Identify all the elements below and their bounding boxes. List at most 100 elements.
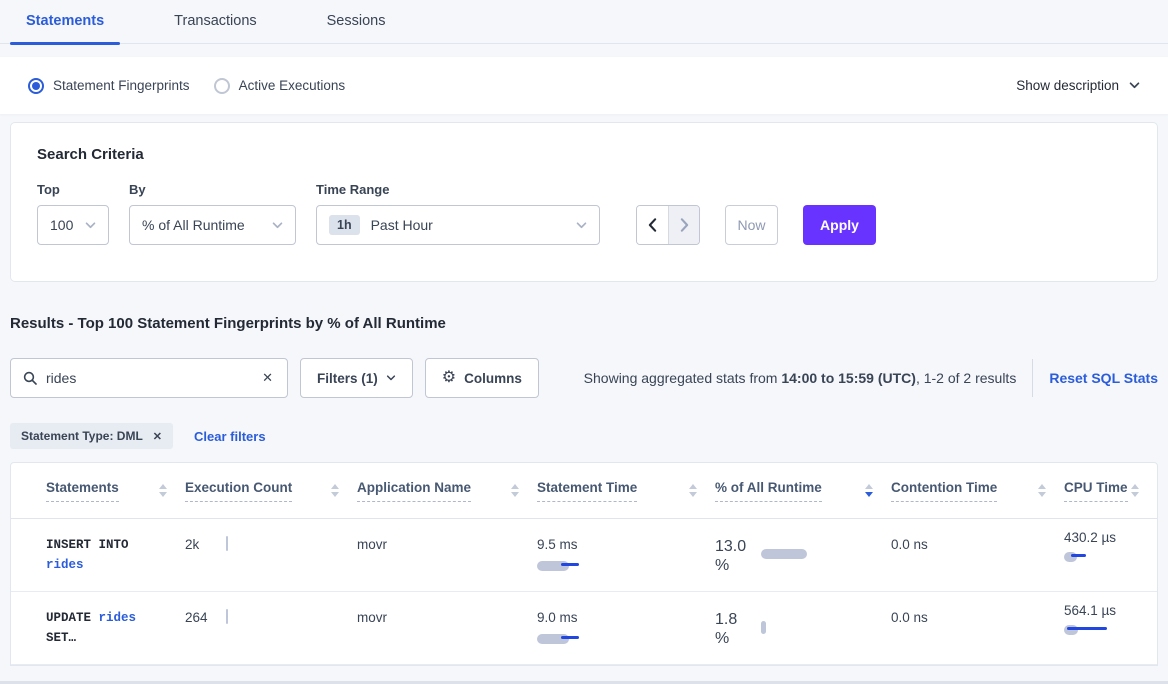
execution-count-bar [226, 536, 228, 551]
top-select[interactable]: 100 [37, 205, 109, 245]
execution-count-bar [226, 609, 228, 624]
contention-time-cell: 0.0 ns [891, 537, 928, 552]
chevron-down-icon [386, 375, 395, 381]
search-input[interactable] [46, 370, 261, 386]
cpu-time-cell: 430.2 µs [1064, 519, 1157, 592]
cpu-time-bar [1064, 549, 1086, 562]
contention-time-cell: 0.0 ns [891, 610, 928, 625]
previous-interval-button[interactable] [637, 206, 668, 244]
sort-icon[interactable] [331, 484, 339, 497]
stats-summary: Showing aggregated stats from 14:00 to 1… [584, 370, 1017, 386]
search-criteria-title: Search Criteria [37, 146, 144, 163]
filters-button-label: Filters (1) [317, 370, 378, 386]
next-interval-button[interactable] [668, 206, 699, 244]
tab-statements[interactable]: Statements [10, 13, 121, 45]
application-name-cell: movr [357, 610, 387, 625]
statement-link[interactable]: rides [98, 611, 137, 625]
chevron-right-icon [680, 218, 688, 232]
application-name-cell: movr [357, 537, 387, 552]
time-range-field: Time Range 1h Past Hour [316, 182, 600, 245]
header-statements: Statements [46, 480, 185, 502]
statement-fingerprint-cell: INSERT INTO rides [46, 538, 129, 572]
reset-sql-stats-link[interactable]: Reset SQL Stats [1049, 370, 1158, 386]
view-radio-group: Statement Fingerprints Active Executions [28, 77, 346, 94]
remove-filter-icon[interactable]: ✕ [152, 430, 163, 443]
stats-time-range: 14:00 to 15:59 (UTC) [781, 370, 916, 386]
statement-time-bar [537, 558, 579, 571]
by-field: By % of All Runtime [129, 182, 296, 245]
top-select-value: 100 [50, 217, 74, 233]
header-contention-time: Contention Time [891, 480, 1064, 502]
sort-icon[interactable] [159, 484, 167, 497]
columns-button-label: Columns [464, 370, 522, 386]
clear-filters-link[interactable]: Clear filters [194, 428, 266, 444]
radio-active-executions[interactable]: Active Executions [213, 77, 346, 94]
clear-search-icon[interactable]: ✕ [262, 370, 273, 385]
filter-chip-row: Statement Type: DML ✕ Clear filters [10, 423, 1158, 449]
sort-icon[interactable] [1038, 484, 1046, 497]
top-label: Top [37, 182, 60, 197]
vertical-divider [1032, 359, 1034, 397]
tab-sessions[interactable]: Sessions [311, 13, 402, 43]
gear-icon: ⚙ [441, 369, 457, 386]
time-range-badge: 1h [329, 215, 360, 235]
sort-icon[interactable] [865, 484, 873, 497]
table-row[interactable]: INSERT INTO rides 2k movr 9.5 ms 13.0 % … [11, 519, 1157, 592]
apply-button[interactable]: Apply [803, 205, 876, 245]
sort-icon[interactable] [1131, 484, 1139, 497]
time-range-value: Past Hour [370, 217, 433, 233]
show-description-toggle[interactable]: Show description [1016, 78, 1140, 93]
pct-runtime-bar [761, 547, 807, 560]
tab-statements-label: Statements [26, 13, 105, 29]
chevron-down-icon [272, 221, 283, 228]
results-heading: Results - Top 100 Statement Fingerprints… [10, 315, 446, 332]
header-execution-count: Execution Count [185, 480, 357, 502]
radio-active-executions-label: Active Executions [238, 78, 346, 93]
tab-transactions-label: Transactions [174, 13, 257, 29]
columns-button[interactable]: ⚙ Columns [424, 358, 539, 398]
time-range-select[interactable]: 1h Past Hour [316, 205, 600, 245]
statement-time-cell: 9.0 ms [537, 592, 715, 665]
sort-icon[interactable] [511, 484, 519, 497]
pct-runtime-bar [761, 620, 766, 634]
execution-count-cell: 264 [185, 592, 357, 665]
filter-chip-label: Statement Type: DML [21, 429, 143, 443]
sort-icon[interactable] [689, 484, 697, 497]
now-button[interactable]: Now [725, 205, 778, 245]
execution-count-cell: 2k [185, 519, 357, 592]
cpu-time-bar [1064, 622, 1107, 635]
by-label: By [129, 182, 146, 197]
filters-button[interactable]: Filters (1) [300, 358, 413, 398]
search-box: ✕ [10, 358, 288, 398]
by-select-value: % of All Runtime [142, 217, 245, 233]
statement-link[interactable]: rides [46, 558, 84, 572]
radio-statement-fingerprints-label: Statement Fingerprints [53, 78, 190, 93]
statement-fingerprint-cell: UPDATE rides SET… [46, 611, 137, 645]
bottom-edge-strip [0, 681, 1168, 684]
statements-table: Statements Execution Count Application N… [10, 462, 1158, 666]
top-field: Top 100 [37, 182, 109, 245]
table-row[interactable]: UPDATE rides SET… 264 movr 9.0 ms 1.8 % … [11, 592, 1157, 665]
chevron-down-icon [576, 221, 587, 228]
view-toggle-bar: Statement Fingerprints Active Executions… [0, 57, 1168, 114]
header-application-name: Application Name [357, 480, 537, 502]
radio-unselected-icon [213, 77, 230, 94]
header-statement-time: Statement Time [537, 480, 715, 502]
tab-sessions-label: Sessions [326, 13, 386, 29]
statement-time-bar [537, 631, 579, 644]
header-pct-runtime: % of All Runtime [715, 480, 891, 502]
filter-chip: Statement Type: DML ✕ [10, 423, 174, 449]
header-cpu-time: CPU Time [1064, 480, 1157, 502]
pct-runtime-cell: 13.0 % [715, 519, 891, 592]
radio-statement-fingerprints[interactable]: Statement Fingerprints [28, 77, 190, 94]
time-step-group [636, 205, 700, 245]
by-select[interactable]: % of All Runtime [129, 205, 296, 245]
pct-runtime-cell: 1.8 % [715, 592, 891, 665]
table-header-row: Statements Execution Count Application N… [11, 463, 1157, 519]
radio-selected-icon [28, 77, 44, 94]
stats-prefix: Showing aggregated stats from [583, 370, 782, 386]
tab-transactions[interactable]: Transactions [158, 13, 272, 43]
tab-bar: Statements Transactions Sessions [0, 0, 1168, 45]
search-criteria-form: Top 100 By % of All Runtime Time Range 1… [37, 182, 1131, 245]
